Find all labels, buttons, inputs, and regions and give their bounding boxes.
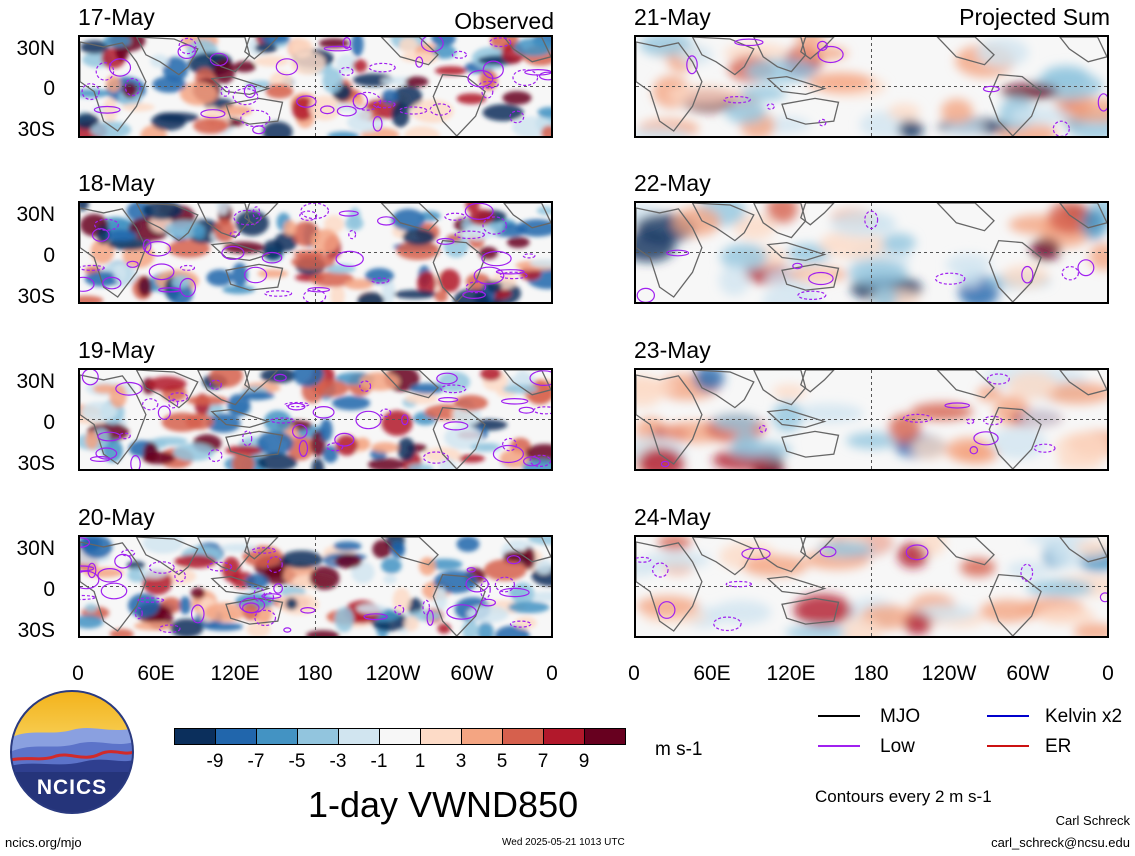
panel-mode-label: Projected Sum [959, 4, 1110, 30]
lon-label: 60E [137, 662, 175, 685]
colorbar-cell [379, 728, 421, 745]
map-projected [634, 35, 1109, 138]
panel-date: 23-May [634, 337, 711, 363]
legend-label: MJO [880, 706, 921, 727]
logo-text: NCICS [36, 776, 108, 799]
lat-label: 30S [17, 285, 55, 308]
colorbar-cell [174, 728, 216, 745]
lon-label: 120W [365, 662, 421, 685]
lon-label: 0 [72, 662, 84, 685]
colorbar-cell [420, 728, 462, 745]
lon-label: 120E [210, 662, 260, 685]
panel-date: 18-May [78, 170, 155, 196]
colorbar-tick: -3 [329, 751, 347, 772]
colorbar-cell [256, 728, 298, 745]
lat-label: 30N [16, 537, 55, 560]
colorbar-tick: 7 [537, 751, 549, 772]
lon-label: 120W [921, 662, 977, 685]
legend-swatch-er [987, 745, 1029, 747]
colorbar-cell [215, 728, 257, 745]
colorbar-cell [297, 728, 339, 745]
legend-swatch-kelvin [987, 715, 1029, 717]
colorbar-units: m s-1 [655, 739, 703, 760]
map-projected [634, 201, 1109, 304]
legend-label: Low [880, 736, 915, 757]
map-observed [78, 35, 553, 138]
legend-label: ER [1045, 736, 1072, 757]
lat-label: 30N [16, 203, 55, 226]
panel-date: 22-May [634, 170, 711, 196]
lon-label: 60W [450, 662, 494, 685]
legend-swatch-mjo [818, 715, 860, 717]
footer-author: Carl Schreck [1055, 813, 1130, 828]
colorbar-tick: 1 [414, 751, 426, 772]
panel-date: 19-May [78, 337, 155, 363]
map-observed [78, 535, 553, 638]
colorbar-tick: 5 [496, 751, 508, 772]
lat-label: 30S [17, 619, 55, 642]
lat-label: 30N [16, 370, 55, 393]
panel-date: 17-May [78, 4, 155, 30]
colorbar-cell [338, 728, 380, 745]
lon-label: 60W [1006, 662, 1050, 685]
lat-label: 0 [43, 244, 55, 267]
lat-label: 30S [17, 452, 55, 475]
colorbar-cell [584, 728, 626, 745]
colorbar-cell [543, 728, 585, 745]
colorbar-tick: 9 [578, 751, 590, 772]
lon-label: 180 [297, 662, 333, 685]
lat-label: 0 [43, 578, 55, 601]
map-observed [78, 201, 553, 304]
lon-label: 0 [546, 662, 558, 685]
map-projected [634, 368, 1109, 471]
colorbar-tick: -1 [370, 751, 388, 772]
footer-site: ncics.org/mjo [5, 835, 82, 850]
panel-date: 20-May [78, 504, 155, 530]
colorbar-tick: 3 [455, 751, 467, 772]
footer-email: carl_schreck@ncsu.edu [991, 835, 1130, 850]
lat-label: 0 [43, 77, 55, 100]
lon-label: 120E [766, 662, 816, 685]
panel-mode-label: Observed [454, 8, 554, 34]
lat-label: 30N [16, 37, 55, 60]
lat-label: 30S [17, 118, 55, 141]
colorbar-tick: -7 [247, 751, 265, 772]
lon-label: 0 [628, 662, 640, 685]
lon-label: 180 [853, 662, 889, 685]
lat-label: 0 [43, 411, 55, 434]
map-observed [78, 368, 553, 471]
figure-title: 1-day VWND850 [308, 784, 579, 825]
colorbar-cell [461, 728, 503, 745]
colorbar-cell [502, 728, 544, 745]
lon-label: 0 [1102, 662, 1114, 685]
legend-swatch-low [818, 745, 860, 747]
legend-label: Kelvin x2 [1045, 706, 1123, 727]
footer-timestamp: Wed 2025-05-21 1013 UTC [502, 837, 625, 848]
panel-date: 24-May [634, 504, 711, 530]
colorbar-tick: -9 [206, 751, 224, 772]
lon-label: 60E [693, 662, 731, 685]
panel-date: 21-May [634, 4, 711, 30]
map-projected [634, 535, 1109, 638]
contour-note: Contours every 2 m s-1 [815, 787, 992, 806]
ncics-logo: NCICS [10, 690, 134, 814]
colorbar-tick: -5 [288, 751, 306, 772]
